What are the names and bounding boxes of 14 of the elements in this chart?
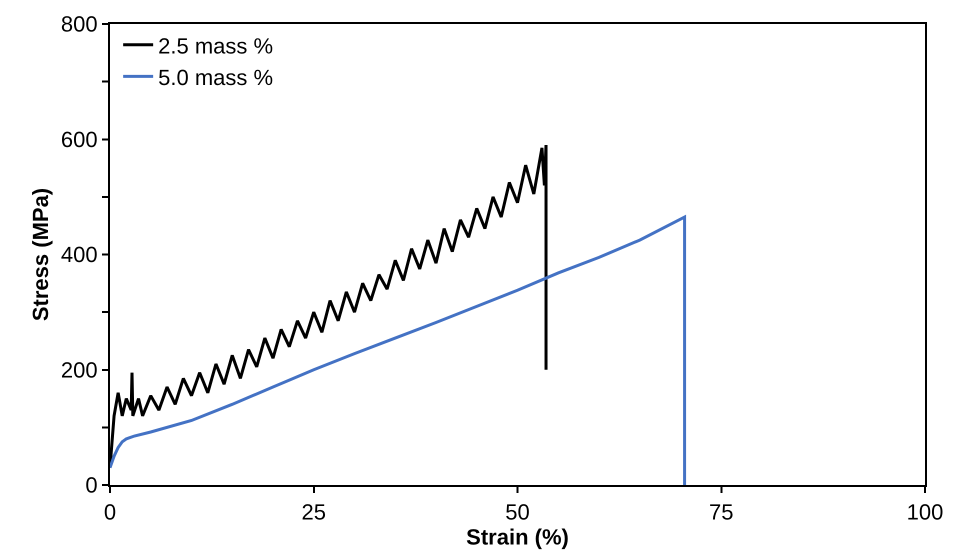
legend-label: 2.5 mass % xyxy=(158,33,274,58)
y-tick-label: 200 xyxy=(60,357,98,382)
x-tick-label: 0 xyxy=(104,499,116,524)
y-tick-label: 600 xyxy=(60,126,98,152)
x-tick-label: 75 xyxy=(709,499,734,524)
x-tick-label: 100 xyxy=(906,499,944,524)
y-tick-label: 800 xyxy=(60,12,98,37)
x-tick-label: 50 xyxy=(505,499,530,524)
x-tick-label: 25 xyxy=(302,499,326,524)
x-axis-title: Strain (%) xyxy=(466,524,569,550)
y-axis-title: Stress (MPa) xyxy=(28,188,54,322)
y-tick-label: 400 xyxy=(60,242,98,268)
y-tick-label: 0 xyxy=(85,472,98,498)
legend-label: 5.0 mass % xyxy=(158,64,274,90)
